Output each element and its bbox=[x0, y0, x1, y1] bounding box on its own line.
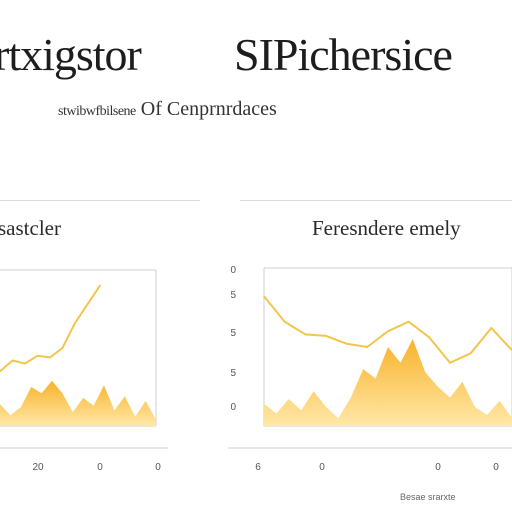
chart-0-line-point bbox=[61, 347, 64, 349]
chart-1-line-point bbox=[366, 346, 369, 348]
chart-0-x-tick-label: 20 bbox=[32, 462, 44, 473]
chart-0-x-tick-label: 0 bbox=[155, 462, 161, 473]
chart-1-line-point bbox=[325, 335, 327, 337]
subtitle-right: Of Cenprnrdaces bbox=[140, 98, 277, 120]
chart-1-x-tick-label: 6 bbox=[255, 462, 261, 473]
chart-1-y-tick-label: 0 bbox=[230, 402, 236, 413]
subtitle: stwibwfbilsene Of Cenprnrdaces bbox=[58, 98, 438, 121]
chart-1-x-tick-label: 0 bbox=[319, 462, 325, 473]
title-right: SIPichersice bbox=[234, 29, 453, 80]
page-title: rtxigstor SIPichersice bbox=[0, 28, 512, 88]
chart-0-line-point bbox=[99, 284, 101, 287]
chart-0-line-point bbox=[0, 370, 1, 373]
chart-1-y-tick-label: 5 bbox=[230, 328, 236, 339]
subtitle-left: stwibwfbilsene bbox=[58, 104, 136, 119]
chart-left-title: sastcler bbox=[0, 216, 61, 240]
chart-0-x-tick-label: 0 bbox=[97, 462, 103, 473]
title-left: rtxigstor bbox=[0, 29, 142, 80]
chart-1-line-point bbox=[449, 362, 451, 364]
divider-left bbox=[0, 200, 200, 201]
chart-1-line-point bbox=[263, 295, 265, 298]
chart-1-line-point bbox=[490, 327, 493, 329]
chart-1-line-point bbox=[469, 352, 472, 355]
chart-1-area bbox=[264, 339, 512, 426]
chart-0-line-point bbox=[49, 356, 51, 359]
chart-0-line-point bbox=[86, 303, 89, 306]
chart-1-line-point bbox=[387, 330, 389, 333]
chart-1-line-point bbox=[304, 333, 307, 336]
chart-1-line-point bbox=[428, 336, 431, 339]
chart-1-line-point bbox=[283, 320, 286, 323]
chart-0-line-point bbox=[36, 355, 39, 357]
chart-0-line-point bbox=[11, 359, 14, 362]
footer-note: Besae srarxte bbox=[400, 492, 456, 502]
chart-0-line-point bbox=[24, 362, 26, 365]
chart-1-x-tick-label: 0 bbox=[435, 462, 441, 473]
chart-1-y-tick-label: 5 bbox=[230, 368, 236, 379]
chart-1-line-point bbox=[345, 343, 348, 345]
chart-0-area bbox=[0, 380, 156, 426]
chart-1-x-tick-label: 0 bbox=[493, 462, 499, 473]
chart-1-y-tick-label: 5 bbox=[230, 290, 236, 301]
chart-right-title: Feresndere emely bbox=[312, 216, 461, 240]
chart-0-line-series bbox=[0, 285, 101, 373]
chart-0-line-point bbox=[74, 322, 76, 324]
chart-1-y-tick-label: 0 bbox=[230, 265, 236, 276]
chart-1-line-point bbox=[407, 320, 410, 323]
divider-right bbox=[240, 200, 512, 201]
